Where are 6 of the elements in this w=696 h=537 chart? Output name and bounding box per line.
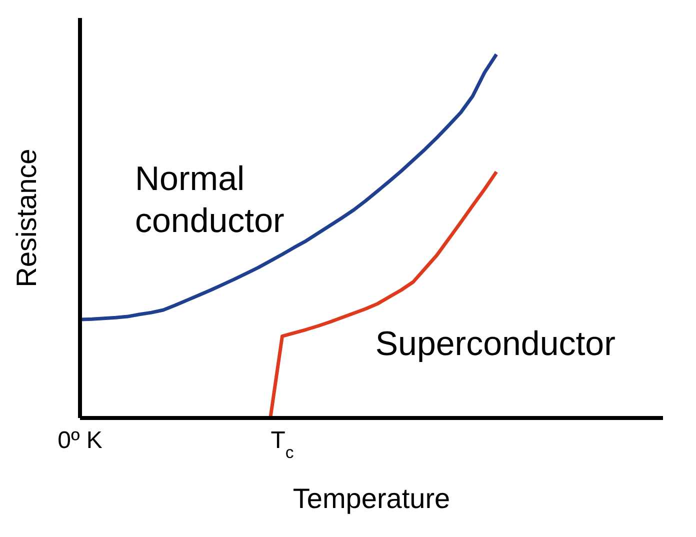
x-tick-label: T$_{c}$ bbox=[270, 427, 294, 462]
y-axis-title: Resistance bbox=[11, 148, 42, 288]
x-tick-label: 0º K bbox=[58, 427, 102, 454]
series-label: Normal conductor bbox=[135, 159, 286, 242]
series-label: Superconductor bbox=[375, 324, 616, 365]
x-axis-title: Temperature bbox=[292, 483, 450, 514]
